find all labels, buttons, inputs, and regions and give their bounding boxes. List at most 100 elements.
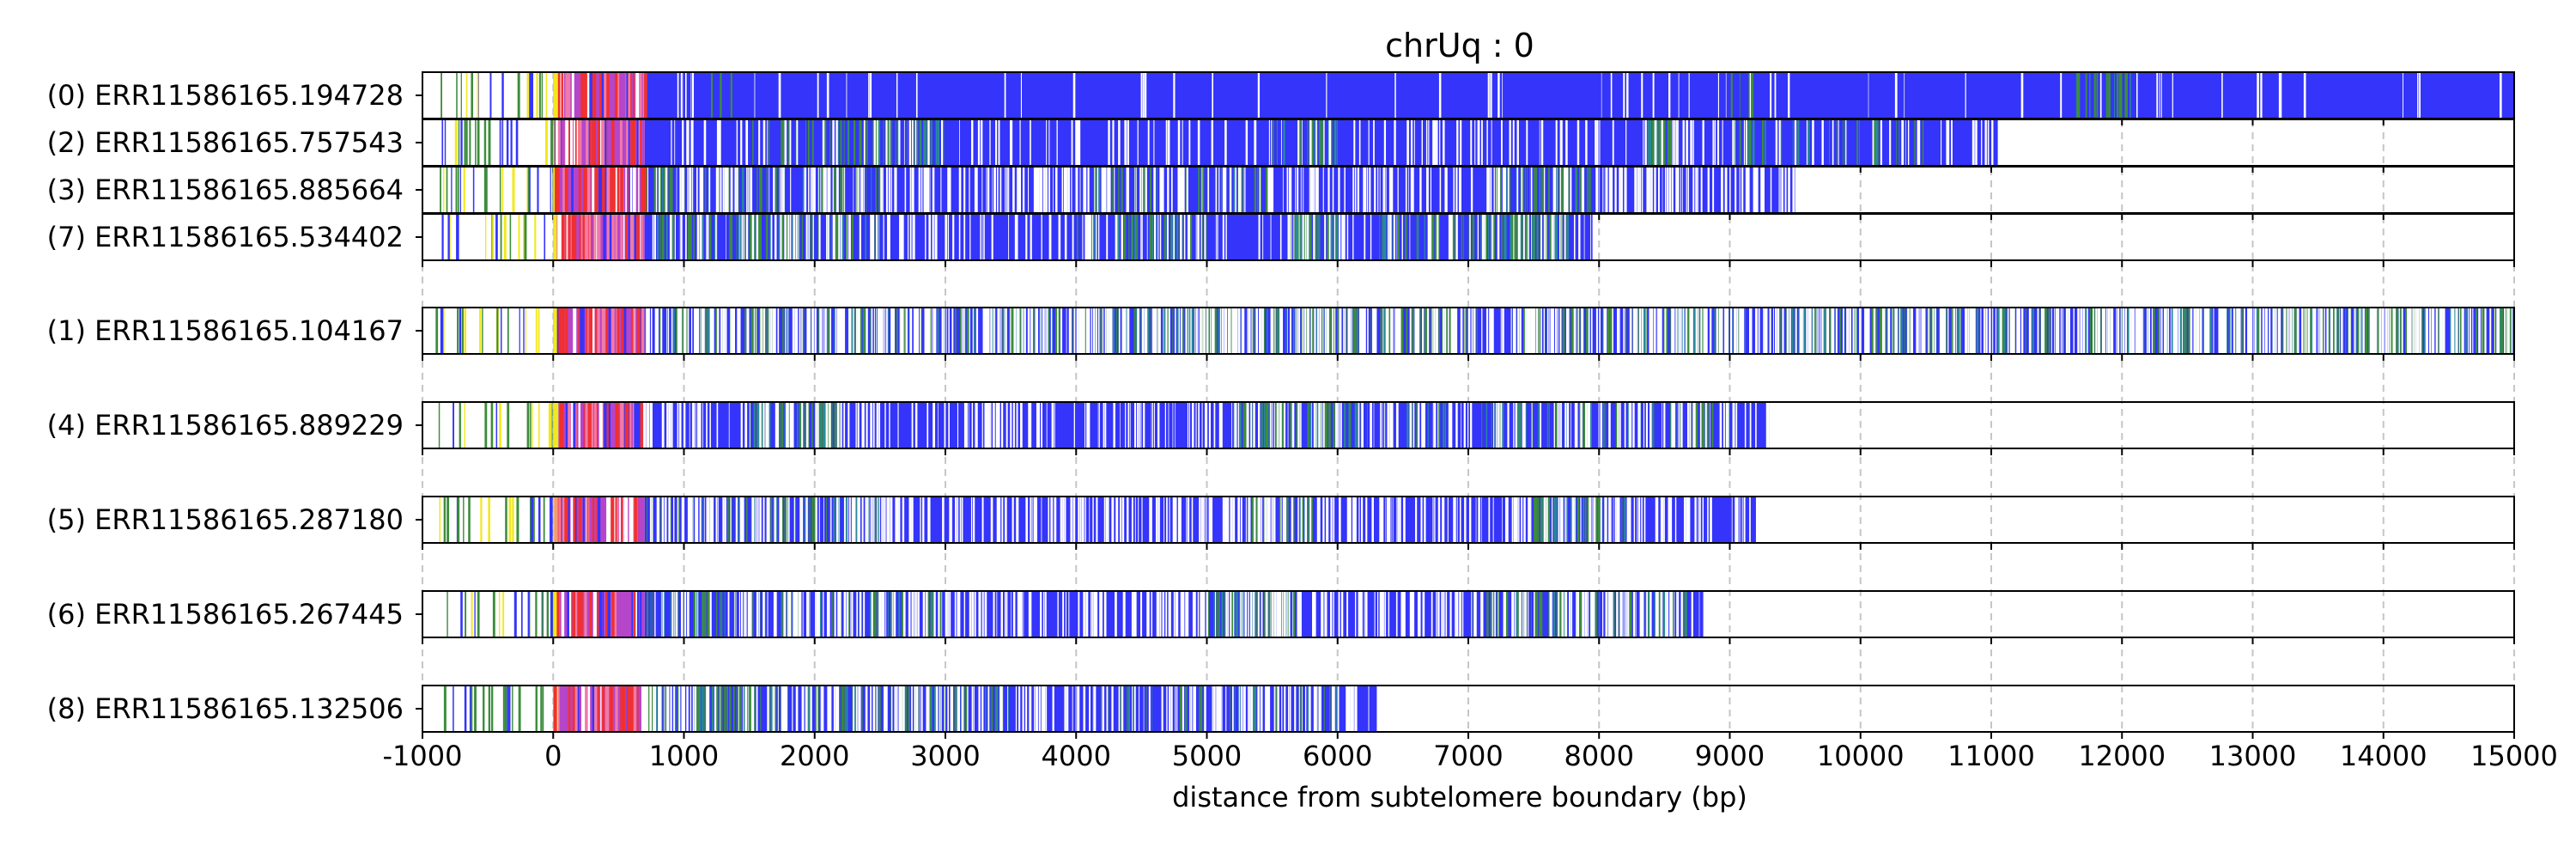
read-segment xyxy=(2110,308,2112,354)
read-segment xyxy=(483,167,487,213)
read-segment xyxy=(1518,497,1520,543)
read-segment xyxy=(1682,119,1685,166)
read-segment xyxy=(2221,308,2224,354)
read-segment xyxy=(1388,497,1391,543)
read-segment xyxy=(1142,72,1145,119)
read-segment xyxy=(757,214,761,260)
read-segment xyxy=(1456,214,1458,260)
read-segment xyxy=(2109,72,2111,119)
read-segment xyxy=(1505,167,1507,213)
read-segment xyxy=(846,214,848,260)
read-segment xyxy=(1267,402,1269,448)
read-segment xyxy=(1366,167,1369,213)
read-segment xyxy=(1354,497,1357,543)
read-segment xyxy=(756,308,758,354)
read-segment xyxy=(1121,167,1123,213)
read-segment xyxy=(927,402,929,448)
read-segment xyxy=(1125,402,1127,448)
read-segment xyxy=(790,402,793,448)
read-segment xyxy=(2055,308,2057,354)
read-segment xyxy=(1123,214,1127,260)
read-segment xyxy=(957,497,958,543)
read-segment xyxy=(2136,72,2138,119)
read-segment xyxy=(1752,72,1754,119)
read-segment xyxy=(1172,402,1174,448)
read-segment xyxy=(2354,308,2356,354)
read-segment xyxy=(1183,214,1186,260)
read-segment xyxy=(1012,167,1015,213)
read-segment xyxy=(787,402,789,448)
read-segment xyxy=(1545,214,1547,260)
read-segment xyxy=(985,308,987,354)
read-segment xyxy=(875,497,877,543)
read-segment xyxy=(1675,167,1678,213)
read-segment xyxy=(1295,214,1297,260)
read-segment xyxy=(1336,214,1339,260)
read-segment xyxy=(1177,119,1181,166)
read-segment xyxy=(834,402,837,448)
read-segment xyxy=(1527,167,1528,213)
read-segment xyxy=(2411,308,2413,354)
read-segment xyxy=(456,214,459,260)
read-segment xyxy=(1167,308,1170,354)
read-segment xyxy=(870,497,872,543)
read-segment xyxy=(1206,402,1208,448)
read-segment xyxy=(2093,72,2096,119)
read-segment xyxy=(1188,119,1191,166)
read-segment xyxy=(1778,308,1781,354)
read-segment xyxy=(613,167,617,213)
read-segment xyxy=(1930,308,1932,354)
read-segment xyxy=(2409,308,2411,354)
read-segment xyxy=(1316,308,1318,354)
read-segment xyxy=(993,402,995,448)
read-segment xyxy=(1551,214,1554,260)
read-segment xyxy=(1157,214,1159,260)
read-segment xyxy=(443,167,445,213)
read-segment xyxy=(1760,167,1762,213)
read-segment xyxy=(1485,402,1488,448)
read-segment xyxy=(885,119,888,166)
read-segment xyxy=(1343,214,1346,260)
read-segment xyxy=(2320,308,2322,354)
read-segment xyxy=(2084,308,2085,354)
read-segment xyxy=(1297,167,1298,213)
read-segment xyxy=(553,214,559,260)
read-segment xyxy=(2120,308,2122,354)
read-segment xyxy=(797,308,798,354)
read-segment xyxy=(1548,497,1551,543)
read-segment xyxy=(1695,308,1698,354)
read-segment xyxy=(1385,497,1387,543)
read-segment xyxy=(804,167,806,213)
read-segment xyxy=(584,591,587,637)
read-segment xyxy=(716,119,720,166)
read-segment xyxy=(1257,497,1260,543)
read-segment xyxy=(1652,72,1655,119)
read-segment xyxy=(745,497,748,543)
read-segment xyxy=(878,497,880,543)
read-segment xyxy=(1314,167,1315,213)
read-segment xyxy=(2022,308,2024,354)
read-segment xyxy=(1383,402,1385,448)
read-segment xyxy=(756,214,759,260)
read-segment xyxy=(1640,308,1642,354)
read-segment xyxy=(666,308,668,354)
read-segment xyxy=(1637,402,1640,448)
read-segment xyxy=(1415,308,1419,354)
read-segment xyxy=(945,214,947,260)
read-segment xyxy=(1654,167,1656,213)
read-segment xyxy=(1054,402,1055,448)
read-segment xyxy=(1456,119,1458,166)
read-segment xyxy=(1732,119,1735,166)
read-segment xyxy=(1305,308,1308,354)
read-segment xyxy=(1379,497,1380,543)
read-segment xyxy=(1233,497,1234,543)
read-segment xyxy=(811,497,814,543)
read-segment xyxy=(1253,402,1255,448)
read-segment xyxy=(1333,497,1335,543)
read-segment xyxy=(1356,308,1358,354)
read-segment xyxy=(1308,497,1309,543)
read-segment xyxy=(1501,497,1503,543)
read-segment xyxy=(730,497,732,543)
read-segment xyxy=(1852,308,1855,354)
read-segment xyxy=(690,167,691,213)
